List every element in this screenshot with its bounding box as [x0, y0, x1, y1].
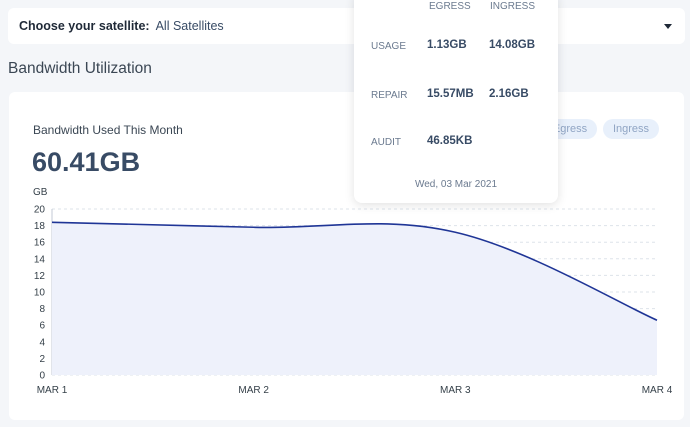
y-tick-label: 0	[39, 371, 45, 382]
chart-area	[52, 222, 657, 375]
tooltip-header-ingress: INGRESS	[490, 1, 536, 12]
satellite-select-label: Choose your satellite:	[19, 19, 150, 33]
x-tick-label: MAR 4	[642, 385, 673, 396]
y-tick-label: 8	[39, 304, 45, 315]
tooltip-audit-egress: 46.85KB	[427, 135, 473, 147]
tooltip-row-label: REPAIR	[371, 90, 408, 101]
satellite-select-value: All Satellites	[155, 19, 224, 33]
tooltip-row-label: AUDIT	[371, 137, 401, 148]
tooltip-usage-egress: 1.13GB	[427, 39, 467, 51]
tooltip-usage-ingress: 14.08GB	[489, 39, 536, 51]
tooltip-date: Wed, 03 Mar 2021	[414, 179, 498, 190]
satellite-select[interactable]: Choose your satellite: All Satellites	[8, 8, 685, 44]
bandwidth-total: 60.41GB	[32, 147, 141, 177]
y-tick-label: 12	[34, 271, 46, 282]
chart-line	[51, 221, 658, 321]
y-tick-label: 16	[34, 238, 46, 249]
x-ticks: MAR 1 MAR 2 MAR 3 MAR 4	[37, 385, 673, 396]
tooltip-repair-egress: 15.57MB	[427, 88, 474, 100]
tooltip-header-egress: EGRESS	[429, 1, 471, 12]
x-tick-label: MAR 2	[238, 385, 269, 396]
x-tick-label: MAR 3	[440, 385, 471, 396]
y-tick-label: 2	[39, 354, 45, 365]
y-tick-label: 4	[39, 337, 45, 348]
y-tick-label: 20	[34, 205, 46, 216]
y-axis-unit: GB	[33, 187, 48, 198]
data-tooltip: EGRESS INGRESS USAGE 1.13GB 14.08GB REPA…	[354, 0, 558, 203]
x-tick-label: MAR 1	[37, 385, 68, 396]
y-tick-label: 14	[34, 254, 46, 265]
ingress-toggle[interactable]: Ingress	[603, 119, 659, 139]
section-title: Bandwidth Utilization	[8, 60, 152, 77]
tooltip-row-label: USAGE	[371, 41, 407, 52]
card-title: Bandwidth Used This Month	[33, 123, 183, 137]
tooltip-repair-ingress: 2.16GB	[489, 88, 529, 100]
y-tick-label: 10	[34, 288, 46, 299]
chevron-down-icon[interactable]	[664, 24, 672, 29]
y-tick-label: 18	[34, 221, 46, 232]
y-tick-label: 6	[39, 321, 45, 332]
y-ticks: 0 2 4 6 8 10 12 14 16 18 20	[34, 205, 46, 382]
